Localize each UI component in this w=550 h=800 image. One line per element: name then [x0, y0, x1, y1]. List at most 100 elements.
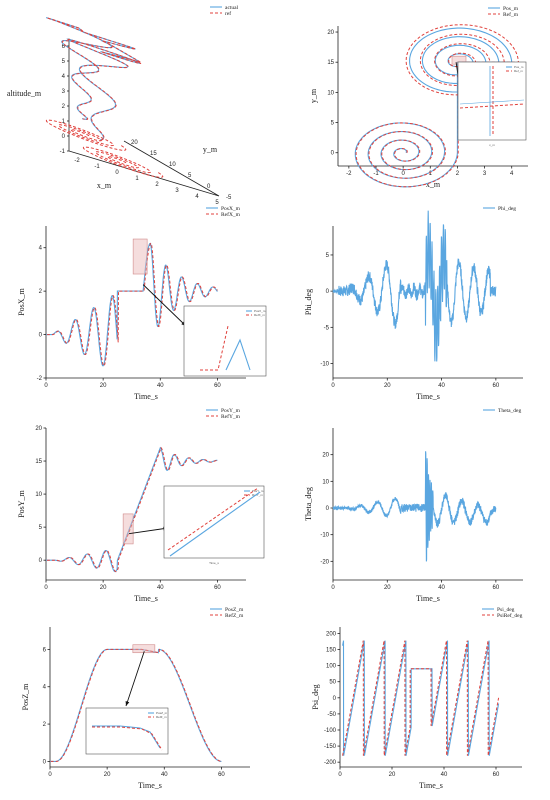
- x-tick-label: 40: [157, 585, 164, 591]
- panel-posy: 0 20 40 6005101520Time_sPosY_mPosY_mRefY_mP…: [17, 408, 265, 603]
- zoom-box: [132, 238, 148, 275]
- x-tick-label: 20: [384, 585, 391, 591]
- x-tick-label: 3: [175, 188, 179, 194]
- y-tick-label: -2: [37, 376, 43, 382]
- inset-actual: [169, 491, 261, 557]
- y-tick-label: 0: [331, 151, 335, 157]
- y-tick-label: -150: [324, 744, 337, 750]
- psi-ref: [342, 640, 500, 756]
- x-tick-label: 20: [389, 772, 396, 778]
- panel-psi: 0 20 40 60 -200 -150 -100 -50 0 50 100 150 200 Time_s…: [311, 607, 523, 790]
- y-tick-label: 5: [188, 173, 192, 179]
- y-tick-label: 10: [35, 492, 42, 498]
- y-tick-label: 150: [326, 648, 337, 654]
- z-tick-label: 1: [62, 119, 66, 125]
- x-axis-label: x_m: [97, 181, 112, 190]
- y-tick-label: 15: [35, 459, 42, 465]
- x-axis-label: Time_s: [416, 392, 440, 401]
- legend-label: RefY_m: [221, 413, 241, 420]
- inset-ref: [167, 487, 259, 551]
- y-tick-label: 0: [43, 759, 47, 765]
- y-axis-label: Phi_deg: [304, 289, 313, 315]
- x-tick-label: 60: [214, 585, 221, 591]
- y-tick-label: 0: [333, 696, 337, 702]
- y-tick-label: 0: [326, 506, 330, 512]
- y-tick-label: 5: [331, 121, 335, 127]
- y-tick-label: 2: [39, 289, 43, 295]
- x-tick-label: 60: [493, 772, 500, 778]
- posy-ref: [46, 446, 218, 573]
- y-axis-label: PosZ_m: [21, 683, 30, 710]
- phi-line: [332, 210, 497, 362]
- x-tick-label: 1: [135, 176, 139, 182]
- x-tick-label: 60: [493, 585, 500, 591]
- y-tick-label: 15: [327, 60, 334, 66]
- x-tick-label: -1: [373, 171, 379, 177]
- legend-label: Pos_m: [503, 6, 519, 12]
- x-axis-label: Time_s: [419, 781, 443, 790]
- x-tick-label: -1: [94, 164, 100, 170]
- inset-frame: [163, 485, 265, 559]
- xy-actual: [354, 27, 513, 188]
- floor-edge: [68, 140, 220, 197]
- legend-label: PosZ_m: [225, 607, 244, 613]
- x-tick-label: 20: [384, 383, 391, 389]
- x-tick-label: 0: [44, 585, 48, 591]
- inset-legend-label: PosY_m: [252, 489, 264, 493]
- z-tick-label: 0: [62, 134, 66, 140]
- y-tick-label: 20: [35, 426, 42, 432]
- inset-frame: [85, 707, 169, 755]
- posz-ref: [50, 648, 222, 762]
- panel-xy: -2 -1 0 1 2 3 405101520x_my_mPos_mRef_mPos_mRe…: [309, 6, 528, 189]
- y-tick-label: 10: [322, 479, 329, 485]
- y-tick-label: 6: [43, 647, 47, 653]
- x-tick-label: -2: [346, 171, 352, 177]
- x-axis-label: Time_s: [138, 781, 162, 790]
- z-tick-label: 2: [62, 104, 66, 110]
- panel-theta: 0 20 40 60 -20 -10 0 10 20 Time_s Theta_deg Theta_d…: [304, 408, 523, 603]
- y-tick-label: 0: [326, 289, 330, 295]
- panel-posz: 0 20 40 600246Time_sPosZ_mPosZ_mRefZ_mPosZ_…: [21, 607, 250, 790]
- x-tick-label: 40: [157, 383, 164, 389]
- psi-actual: [342, 640, 500, 756]
- inset-legend-label: RefY_m: [252, 493, 263, 497]
- y-tick-label: 10: [327, 90, 334, 96]
- x-tick-label: 2: [155, 182, 159, 188]
- z-tick-label: 5: [62, 59, 66, 65]
- inset-legend-label: Ref_m: [514, 69, 523, 73]
- legend-label: PosY_m: [221, 408, 241, 414]
- inset-legend-label: RefX_m: [254, 313, 265, 317]
- legend-label: PsiRef_deg: [497, 612, 523, 619]
- legend-label: RefX_m: [221, 211, 241, 218]
- zoom-box: [122, 513, 134, 545]
- y-tick-label: 50: [329, 680, 336, 686]
- x-axis-label: Time_s: [134, 594, 158, 603]
- legend-label: PosX_m: [221, 206, 241, 212]
- x-tick-label: 40: [441, 772, 448, 778]
- x-tick-label: 40: [438, 585, 445, 591]
- inset-ref: [200, 325, 229, 371]
- x-tick-label: 4: [195, 194, 199, 200]
- inset-legend-label: PosZ_m: [156, 711, 168, 715]
- y-axis-label: Psi_deg: [311, 684, 320, 709]
- x-tick-label: 0: [48, 772, 52, 778]
- inset-legend-label: Pos_m: [514, 65, 524, 69]
- legend-label: Ref_m: [503, 11, 519, 18]
- y-tick-label: 0: [207, 184, 211, 190]
- y-tick-label: -10: [320, 533, 329, 539]
- y-tick-label: 20: [327, 30, 334, 36]
- inset-actual: [225, 338, 251, 371]
- x-tick-label: 60: [214, 383, 221, 389]
- panel-traj3d: -1 0 1 2 3 4 5 6 -2 -1 0 1 2 3 4 5 -5 0 5 10 15 20 altitude_mx…: [7, 5, 239, 206]
- x-tick-label: 0: [115, 170, 119, 176]
- x-tick-label: 0: [44, 383, 48, 389]
- y-tick-label: -200: [324, 760, 337, 766]
- y-axis-label: y_m: [309, 88, 318, 103]
- y-tick-label: -50: [327, 712, 336, 718]
- y-tick-label: 0: [39, 333, 43, 339]
- y-axis-label: Theta_deg: [304, 487, 313, 521]
- zoom-arrowhead: [125, 701, 130, 706]
- zoom-arrow: [125, 651, 145, 707]
- legend-label: ref: [225, 10, 231, 17]
- floor-spiral-2: [45, 119, 127, 151]
